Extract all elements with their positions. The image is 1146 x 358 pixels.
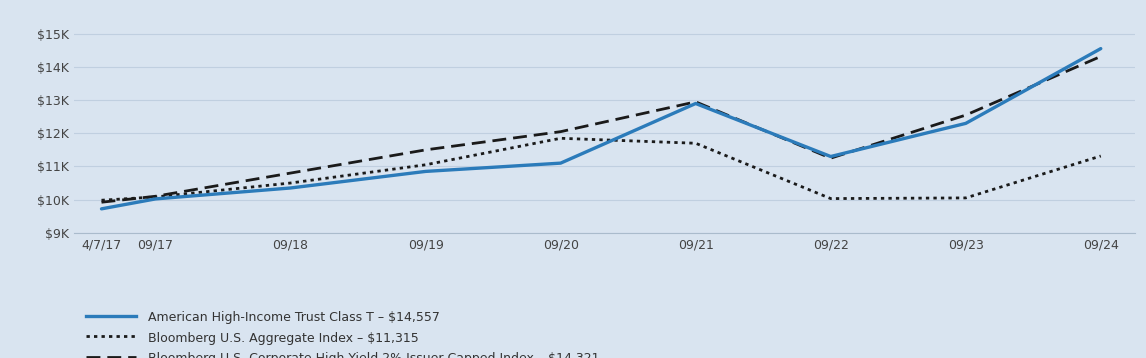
American High-Income Trust Class T – $14,557 [284, 186, 298, 190]
Bloomberg U.S. Aggregate Index – $11,315 [418, 163, 432, 167]
Bloomberg U.S. Aggregate Index – $11,315 [554, 136, 567, 140]
Bloomberg U.S. Aggregate Index – $11,315 [1094, 154, 1108, 158]
Line: Bloomberg U.S. Corporate High Yield 2% Issuer Capped Index – $14,321: Bloomberg U.S. Corporate High Yield 2% I… [102, 57, 1101, 202]
American High-Income Trust Class T – $14,557 [418, 169, 432, 174]
Line: Bloomberg U.S. Aggregate Index – $11,315: Bloomberg U.S. Aggregate Index – $11,315 [102, 138, 1101, 200]
Bloomberg U.S. Aggregate Index – $11,315 [149, 195, 163, 199]
Bloomberg U.S. Corporate High Yield 2% Issuer Capped Index – $14,321 [284, 171, 298, 175]
Bloomberg U.S. Aggregate Index – $11,315 [824, 197, 838, 201]
American High-Income Trust Class T – $14,557 [554, 161, 567, 165]
Bloomberg U.S. Aggregate Index – $11,315 [959, 196, 973, 200]
Bloomberg U.S. Corporate High Yield 2% Issuer Capped Index – $14,321 [554, 130, 567, 134]
Line: American High-Income Trust Class T – $14,557: American High-Income Trust Class T – $14… [102, 49, 1101, 209]
Bloomberg U.S. Aggregate Index – $11,315 [689, 141, 702, 145]
American High-Income Trust Class T – $14,557 [959, 121, 973, 126]
American High-Income Trust Class T – $14,557 [824, 154, 838, 159]
Bloomberg U.S. Corporate High Yield 2% Issuer Capped Index – $14,321 [689, 100, 702, 104]
American High-Income Trust Class T – $14,557 [149, 197, 163, 201]
Bloomberg U.S. Corporate High Yield 2% Issuer Capped Index – $14,321 [824, 156, 838, 160]
American High-Income Trust Class T – $14,557 [1094, 47, 1108, 51]
Bloomberg U.S. Corporate High Yield 2% Issuer Capped Index – $14,321 [149, 194, 163, 198]
Bloomberg U.S. Corporate High Yield 2% Issuer Capped Index – $14,321 [95, 200, 109, 204]
Legend: American High-Income Trust Class T – $14,557, Bloomberg U.S. Aggregate Index – $: American High-Income Trust Class T – $14… [80, 305, 605, 358]
American High-Income Trust Class T – $14,557 [689, 101, 702, 106]
American High-Income Trust Class T – $14,557 [95, 207, 109, 211]
Bloomberg U.S. Corporate High Yield 2% Issuer Capped Index – $14,321 [418, 148, 432, 152]
Bloomberg U.S. Corporate High Yield 2% Issuer Capped Index – $14,321 [1094, 54, 1108, 59]
Bloomberg U.S. Corporate High Yield 2% Issuer Capped Index – $14,321 [959, 113, 973, 117]
Bloomberg U.S. Aggregate Index – $11,315 [284, 181, 298, 185]
Bloomberg U.S. Aggregate Index – $11,315 [95, 198, 109, 202]
